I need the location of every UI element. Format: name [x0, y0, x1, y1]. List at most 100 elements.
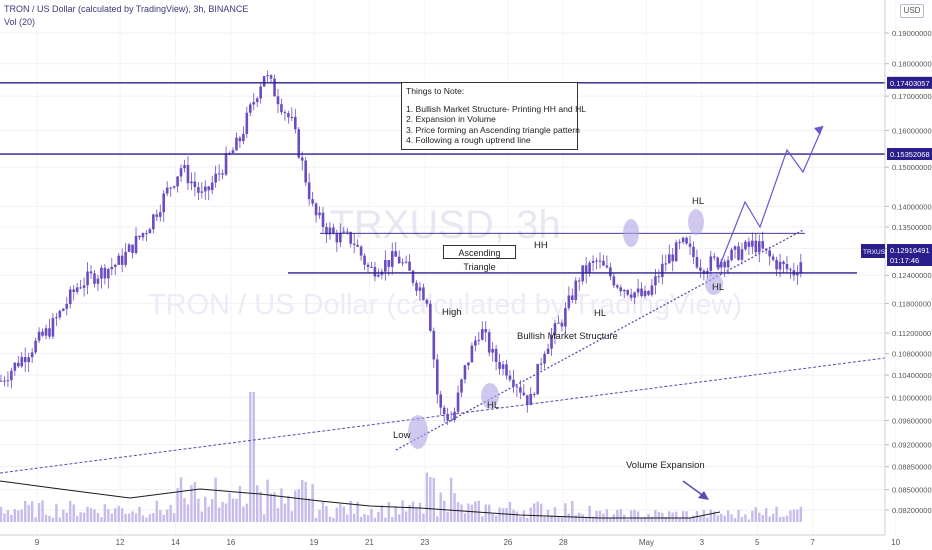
- volume-bar: [273, 492, 276, 522]
- volume-bar: [204, 496, 207, 522]
- candle-body: [145, 233, 148, 235]
- candle-body: [577, 280, 581, 282]
- volume-bar: [318, 509, 321, 522]
- y-tick-label: 0.19000000: [892, 29, 932, 38]
- volume-bar: [484, 504, 487, 522]
- volume-bar: [636, 511, 640, 522]
- candle-body: [650, 285, 654, 295]
- candle-body: [20, 357, 24, 367]
- volume-bar: [723, 515, 726, 522]
- candle-body: [789, 269, 792, 271]
- x-tick-label: 3: [700, 538, 705, 547]
- candle-body: [23, 357, 27, 363]
- candle-body: [179, 168, 183, 177]
- volume-bar: [145, 517, 148, 522]
- countdown: 01:17:46: [890, 256, 919, 265]
- candle-body: [681, 237, 685, 243]
- watermark-name: TRON / US Dollar (calculated by TradingV…: [148, 289, 742, 321]
- candle-body: [643, 290, 647, 297]
- volume-bar: [69, 500, 72, 522]
- x-tick-label: 10: [891, 538, 900, 547]
- candle-body: [636, 288, 640, 293]
- candle-body: [671, 254, 675, 262]
- volume-bar: [294, 490, 297, 522]
- highlight-circle: [623, 219, 639, 247]
- y-tick-label: 0.10400000: [892, 371, 932, 380]
- candle-body: [571, 295, 574, 301]
- volume-bar: [674, 511, 678, 522]
- volume-bar: [442, 500, 446, 522]
- volume-bar: [370, 508, 373, 522]
- candle-body: [352, 243, 356, 245]
- candle-body: [51, 318, 55, 337]
- candle-body: [384, 260, 387, 272]
- price-tag-label: 0.15352068: [890, 150, 930, 159]
- volume-bar: [571, 501, 574, 522]
- volume-bar: [768, 516, 771, 522]
- candle-body: [442, 407, 446, 415]
- volume-bar: [560, 516, 564, 522]
- volume-bar: [564, 503, 567, 522]
- candle-body: [661, 263, 664, 278]
- candle-body: [34, 340, 37, 353]
- candle-body: [418, 287, 422, 291]
- candle-body: [404, 261, 408, 263]
- volume-bar: [169, 504, 172, 522]
- volume-bar: [584, 517, 588, 522]
- volume-bar: [141, 515, 145, 522]
- ascending-triangle-label: Ascending Triangle: [443, 245, 516, 272]
- candle-body: [165, 187, 169, 194]
- candle-body: [120, 255, 124, 265]
- currency-button[interactable]: USD: [900, 4, 924, 18]
- candle-body: [484, 329, 488, 333]
- candle-body: [387, 260, 391, 267]
- volume-bar: [539, 503, 543, 522]
- candle-body: [186, 165, 190, 184]
- volume-bar: [394, 505, 397, 522]
- label-hl: HL: [487, 400, 499, 411]
- volume-bar: [765, 508, 768, 522]
- volume-bar: [224, 503, 228, 522]
- volume-bar: [661, 512, 664, 522]
- candle-body: [169, 187, 172, 189]
- notes-box: Things to Note: 1. Bullish Market Struct…: [401, 82, 586, 150]
- candle-body: [290, 116, 294, 118]
- volume-bar: [235, 498, 238, 522]
- candle-body: [321, 212, 325, 227]
- candle-body: [269, 75, 273, 79]
- volume-bar: [359, 516, 363, 522]
- y-tick-label: 0.08850000: [892, 463, 932, 472]
- volume-bar: [619, 509, 622, 522]
- volume-bar: [356, 501, 359, 522]
- volume-bar: [190, 485, 193, 522]
- volume-bar: [629, 510, 633, 522]
- volume-bar: [733, 518, 737, 522]
- volume-bar: [124, 513, 127, 522]
- candle-body: [245, 112, 249, 134]
- candle-body: [449, 420, 453, 422]
- candle-body: [86, 271, 89, 286]
- label-bullish-structure: Bullish Market Structure: [517, 331, 618, 342]
- candle-body: [657, 276, 661, 278]
- x-tick-label: 9: [35, 538, 40, 547]
- volume-bar: [408, 505, 411, 522]
- volume-bar: [228, 493, 231, 522]
- candle-body: [796, 273, 799, 276]
- volume-bar: [117, 505, 120, 522]
- candle-body: [751, 240, 754, 247]
- candle-body: [640, 288, 643, 297]
- y-tick-label: 0.10800000: [892, 350, 932, 359]
- candle-body: [72, 289, 76, 292]
- candle-body: [197, 187, 200, 193]
- volume-bar: [796, 509, 799, 522]
- volume-bar: [567, 513, 571, 522]
- notes-item: 4. Following a rough uptrend line: [406, 135, 531, 146]
- volume-bar: [529, 507, 532, 522]
- candle-body: [692, 246, 695, 258]
- volume-bar: [30, 501, 34, 522]
- y-tick-label: 0.11800000: [892, 299, 931, 308]
- candle-body: [110, 266, 114, 270]
- volume-bar: [692, 515, 695, 522]
- volume-bar: [155, 500, 159, 522]
